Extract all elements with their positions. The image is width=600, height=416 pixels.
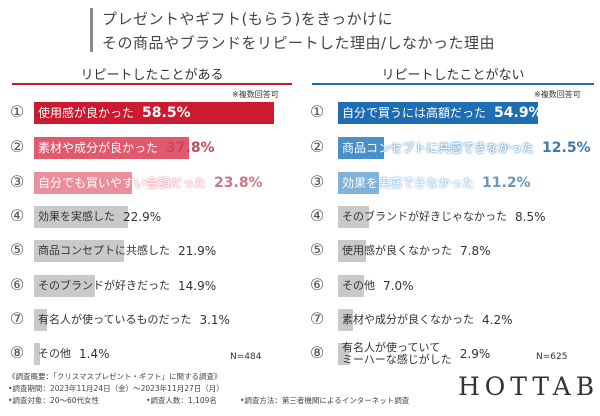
category-label: 使用感が良かった	[38, 106, 135, 120]
note: ※複数回答可	[232, 90, 279, 99]
value-label: 7.8%	[460, 244, 491, 258]
value-label: 21.9%	[178, 244, 217, 258]
footer-period: •調査期間：2023年11月24日（金）～2023年11月27日（月）	[8, 384, 224, 393]
bar	[34, 309, 47, 331]
category-label: その他	[342, 279, 375, 292]
footer-heading: 《調査概要：「クリスマスプレゼント・ギフト」に関する調査》	[8, 372, 222, 381]
rank: ⑤	[309, 240, 325, 259]
category-label: 有名人が使っているものだった	[38, 313, 192, 326]
rank: ⑥	[9, 275, 25, 294]
value-label: 54.9%	[494, 105, 543, 121]
bar	[34, 206, 128, 228]
value-label: 4.2%	[482, 313, 513, 327]
panel-title: リピートしたことがない	[381, 68, 525, 83]
bar-row: 素材や成分が良かった 37.8%	[38, 133, 215, 163]
rank: ②	[309, 137, 325, 156]
rank: ⑦	[309, 309, 325, 328]
bar-row: 効果を実感した 22.9%	[38, 202, 161, 232]
value-label: 37.8%	[166, 140, 215, 156]
footer-detail: •調査対象：20〜60代女性	[8, 396, 100, 405]
bar	[34, 240, 124, 262]
bar	[34, 102, 274, 124]
category-label: 商品コンセプトに共感できなかった	[342, 141, 535, 155]
bar-row: その他 1.4%	[38, 339, 110, 369]
category-label: 素材や成分が良くなかった	[342, 313, 474, 326]
panel-underline	[12, 83, 292, 85]
sample-size: N=625	[536, 352, 568, 362]
bar-row: 効果を実感できなかった 11.2%	[342, 168, 531, 198]
bar-row: 有名人が使っていて ミーハーな感じがした 2.9%	[342, 339, 490, 369]
rank: ⑧	[309, 343, 325, 362]
bar	[338, 102, 539, 124]
rank: ③	[309, 172, 325, 191]
bar-row: 有名人が使っているものだった 3.1%	[38, 305, 230, 335]
category-label: 有名人が使っていて ミーハーな感じがした	[342, 341, 452, 366]
value-label: 23.8%	[214, 175, 263, 191]
bar	[338, 137, 384, 159]
value-label: 3.1%	[199, 313, 230, 327]
rank: ①	[9, 102, 25, 121]
category-label: 商品コンセプトに共感した	[38, 244, 170, 257]
rank: ⑥	[309, 275, 325, 294]
bar	[338, 172, 379, 194]
bar-row: その他 7.0%	[342, 271, 414, 301]
category-label: 効果を実感できなかった	[342, 176, 475, 190]
category-label: 自分でも買いやすい金額だった	[38, 176, 207, 190]
bar-row: 商品コンセプトに共感できなかった 12.5%	[342, 133, 591, 163]
bar	[338, 343, 349, 365]
bar	[34, 343, 40, 365]
rank: ①	[309, 102, 325, 121]
value-label: 7.0%	[383, 279, 414, 293]
rank: ⑧	[9, 343, 25, 362]
rank: ⑤	[9, 240, 25, 259]
value-label: 14.9%	[178, 279, 217, 293]
rank: ②	[9, 137, 25, 156]
category-label: 素材や成分が良かった	[38, 141, 159, 155]
rank: ⑦	[9, 309, 25, 328]
value-label: 11.2%	[482, 175, 531, 191]
bar	[34, 172, 132, 194]
bar	[338, 206, 370, 228]
value-label: 12.5%	[542, 140, 591, 156]
rank: ④	[309, 206, 325, 225]
category-label: そのブランドが好きだった	[38, 279, 170, 292]
value-label: 8.5%	[515, 210, 546, 224]
bar	[34, 275, 96, 297]
bar	[338, 240, 367, 262]
value-label: 22.9%	[123, 210, 162, 224]
brand: HOTTAB	[458, 372, 600, 401]
rank: ④	[9, 206, 25, 225]
title-accent	[90, 8, 93, 52]
value-label: 1.4%	[79, 347, 110, 361]
category-label: その他	[38, 347, 71, 360]
bar-row: 使用感が良くなかった 7.8%	[342, 236, 491, 266]
panel-title: リピートしたことがある	[80, 68, 224, 83]
category-label: 自分で買うには高額だった	[342, 106, 487, 120]
category-label: 効果を実感した	[38, 210, 115, 223]
footer-detail: •調査人数：1,109名	[146, 396, 217, 405]
category-label: そのブランドが好きじゃなかった	[342, 210, 507, 223]
bar-row: 自分でも買いやすい金額だった 23.8%	[38, 168, 263, 198]
title-line: プレゼントやギフト(もらう)をきっかけに	[102, 10, 394, 28]
bar	[338, 309, 354, 331]
rank: ③	[9, 172, 25, 191]
bar-row: そのブランドが好きじゃなかった 8.5%	[342, 202, 546, 232]
bar-row: 商品コンセプトに共感した 21.9%	[38, 236, 216, 266]
panel-underline	[312, 83, 594, 85]
note: ※複数回答可	[534, 90, 581, 99]
bar	[338, 275, 364, 297]
bar	[34, 137, 189, 159]
bar-row: そのブランドが好きだった 14.9%	[38, 271, 216, 301]
title-line: その商品やブランドをリピートした理由/しなかった理由	[102, 34, 496, 52]
value-label: 58.5%	[142, 105, 191, 121]
bar-row: 素材や成分が良くなかった 4.2%	[342, 305, 513, 335]
bar-row: 使用感が良かった 58.5%	[38, 98, 191, 128]
footer-detail: •調査方法：第三者機関によるインターネット調査	[240, 396, 410, 405]
bar-row: 自分で買うには高額だった 54.9%	[342, 98, 543, 128]
sample-size: N=484	[230, 352, 262, 362]
value-label: 2.9%	[459, 347, 491, 361]
category-label: 使用感が良くなかった	[342, 244, 452, 257]
